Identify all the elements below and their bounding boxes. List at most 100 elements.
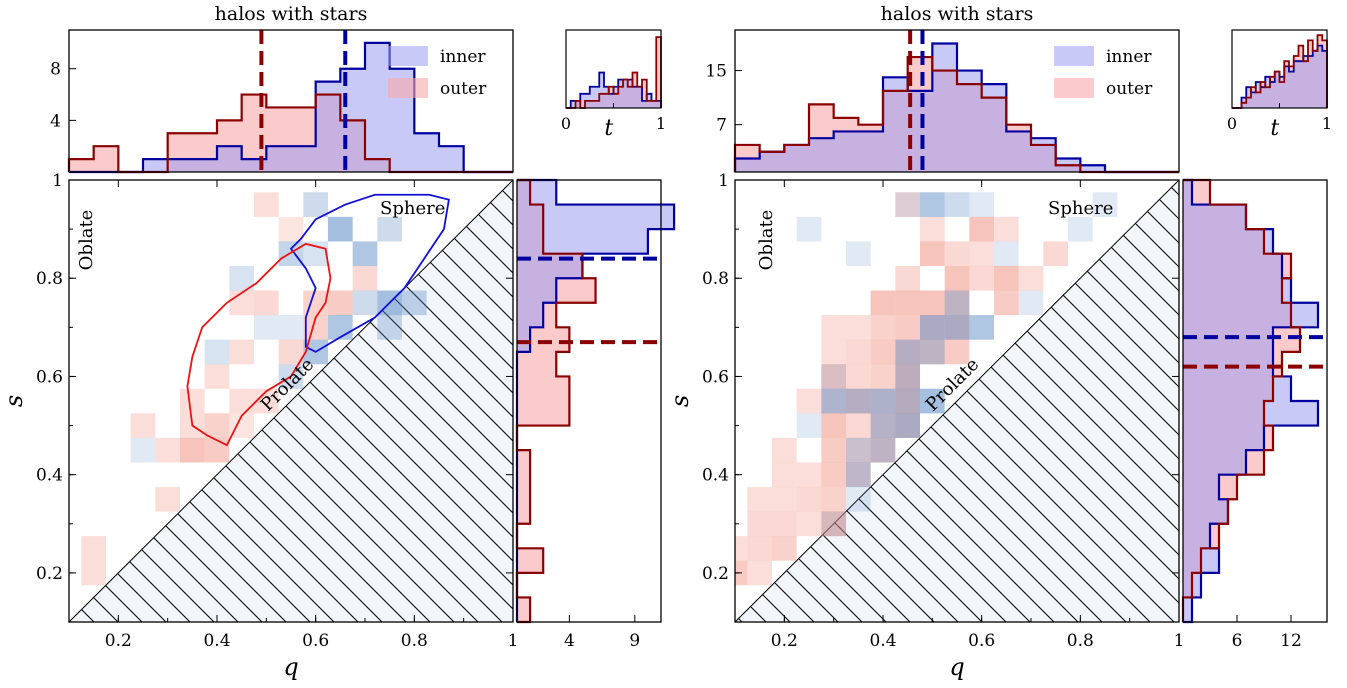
right-x-tick-label: 4 bbox=[564, 631, 575, 651]
y-tick-label: 0.8 bbox=[36, 269, 63, 289]
diagonal-line bbox=[69, 180, 513, 622]
heatmap-cell-outer bbox=[920, 315, 945, 340]
inset-tick-label: 0 bbox=[561, 114, 571, 133]
heatmap-cell-outer bbox=[895, 388, 920, 414]
top-hist-inner-fill bbox=[735, 43, 1179, 173]
heatmap-cell-outer bbox=[846, 413, 871, 438]
heatmap-cell-outer bbox=[821, 437, 846, 463]
right-legend-inner-label: inner bbox=[1106, 47, 1152, 67]
contour-inner bbox=[289, 193, 450, 353]
heatmap-cell-outer bbox=[846, 364, 871, 389]
heatmap-cell-inner bbox=[204, 339, 230, 365]
y-tick-label: 1 bbox=[52, 171, 63, 191]
top-hist-frame bbox=[68, 29, 514, 173]
heatmap-cell-inner bbox=[821, 364, 846, 389]
heatmap-cell-inner bbox=[1092, 192, 1118, 217]
right-ylabel: s bbox=[666, 395, 694, 407]
heatmap-cell-inner bbox=[303, 241, 328, 267]
x-tick-label: 0.2 bbox=[771, 631, 798, 651]
heatmap-cell-inner bbox=[994, 241, 1019, 267]
right-hist-frame bbox=[516, 179, 662, 623]
right-legend-outer-label: outer bbox=[1106, 79, 1153, 99]
right-hist-outer-step bbox=[1181, 178, 1302, 622]
y-tick-label: 0.2 bbox=[36, 564, 63, 584]
heatmap-cell-outer bbox=[796, 511, 822, 537]
heatmap-cell-outer bbox=[254, 192, 279, 217]
heatmap-cell-inner bbox=[796, 216, 822, 242]
left-main-plot: 0.2 0.4 0.6 0.8 1 0.2 0.4 0.6 0.8 1 bbox=[36, 171, 518, 651]
left-oblate-label: Oblate bbox=[76, 210, 97, 271]
left-legend-inner-label: inner bbox=[440, 47, 486, 67]
heatmap-cell-inner bbox=[969, 192, 994, 217]
heatmap-cell-inner bbox=[920, 315, 945, 340]
heatmap-cell-inner bbox=[1018, 290, 1044, 316]
top-y-tick-label: 4 bbox=[50, 111, 61, 131]
heatmap-cell-outer bbox=[846, 339, 871, 365]
heatmap-cell-outer bbox=[254, 290, 279, 316]
heatmap-cell-inner bbox=[846, 388, 871, 414]
right-x-tick-label: 6 bbox=[1232, 631, 1243, 651]
y-tick-label: 0.4 bbox=[702, 466, 729, 486]
x-tick-label: 0.4 bbox=[869, 631, 896, 651]
main-plot-clip bbox=[735, 180, 1179, 622]
y-tick-label: 0.4 bbox=[36, 466, 63, 486]
right-hist-outer-step bbox=[515, 178, 597, 624]
heatmap-cell-outer bbox=[204, 413, 230, 438]
top-hist-outer-fill bbox=[69, 94, 513, 172]
heatmap-cell-outer bbox=[747, 511, 772, 537]
left-title: halos with stars bbox=[215, 3, 368, 25]
heatmap-cell-outer bbox=[81, 536, 106, 561]
heatmap-cell-outer bbox=[944, 339, 970, 365]
x-tick-label: 0.6 bbox=[968, 631, 995, 651]
heatmap-cell-inner bbox=[895, 364, 920, 389]
heatmap-cell-outer bbox=[846, 315, 871, 340]
left-sphere-label: Sphere bbox=[380, 198, 445, 219]
right-panel: 0.2 0.4 0.6 0.8 1 0.2 0.4 0.6 0.8 1 7 15 6 12 0 1 t h… bbox=[666, 3, 1332, 681]
heatmap-cell-outer bbox=[772, 486, 797, 512]
heatmap-cell-inner bbox=[895, 339, 920, 365]
heatmap-cell-outer bbox=[735, 536, 748, 561]
heatmap-cell-inner bbox=[821, 511, 846, 537]
left-top-histogram: 48 bbox=[50, 29, 514, 174]
heatmap-cell-outer bbox=[969, 216, 994, 242]
top-hist-frame bbox=[734, 29, 1180, 173]
heatmap-cell-outer bbox=[870, 290, 896, 316]
heatmap-cell-inner bbox=[944, 192, 970, 217]
right-x-tick-label: 9 bbox=[629, 631, 640, 651]
heatmap-cell-outer bbox=[229, 388, 254, 414]
left-legend-outer-label: outer bbox=[440, 79, 487, 99]
heatmap-cell-outer bbox=[846, 437, 871, 463]
heatmap-cell-inner bbox=[352, 290, 378, 316]
heatmap-cell-outer bbox=[821, 388, 846, 414]
heatmap-cell-outer bbox=[944, 241, 970, 267]
heatmap-cell-outer bbox=[920, 339, 945, 365]
right-hist-inner-fill bbox=[1183, 180, 1318, 622]
heatmap-cell-outer bbox=[204, 364, 230, 389]
left-ylabel: s bbox=[0, 395, 28, 407]
heatmap-cell-outer bbox=[944, 315, 970, 340]
heatmap-cell-outer bbox=[352, 265, 378, 291]
heatmap-cell-outer bbox=[81, 560, 106, 586]
heatmap-cell-inner bbox=[920, 192, 945, 217]
right-top-histogram: 7 15 bbox=[705, 29, 1180, 174]
heatmap-cell-inner bbox=[328, 216, 353, 242]
heatmap-cell-outer bbox=[895, 265, 920, 291]
diagonal-line bbox=[735, 180, 1179, 622]
heatmap-cell-inner bbox=[870, 437, 896, 463]
heatmap-cell-outer bbox=[846, 462, 871, 488]
heatmap-cell-inner bbox=[895, 388, 920, 414]
y-tick-label: 0.2 bbox=[702, 564, 729, 584]
heatmap-cell-outer bbox=[155, 437, 180, 463]
heatmap-cell-outer bbox=[821, 486, 846, 512]
right-hist-frame bbox=[1182, 179, 1328, 623]
heatmap-cell-outer bbox=[229, 290, 254, 316]
y-tick-label: 0.8 bbox=[702, 269, 729, 289]
right-legend-inner-swatch bbox=[1054, 46, 1094, 66]
heatmap-cell-outer bbox=[895, 192, 920, 217]
heatmap-cell-outer bbox=[870, 339, 896, 365]
left-legend-outer-swatch bbox=[388, 78, 428, 98]
heatmap-cell-outer bbox=[895, 364, 920, 389]
heatmap-cell-outer bbox=[155, 486, 180, 512]
heatmap-cell-outer bbox=[204, 437, 230, 463]
